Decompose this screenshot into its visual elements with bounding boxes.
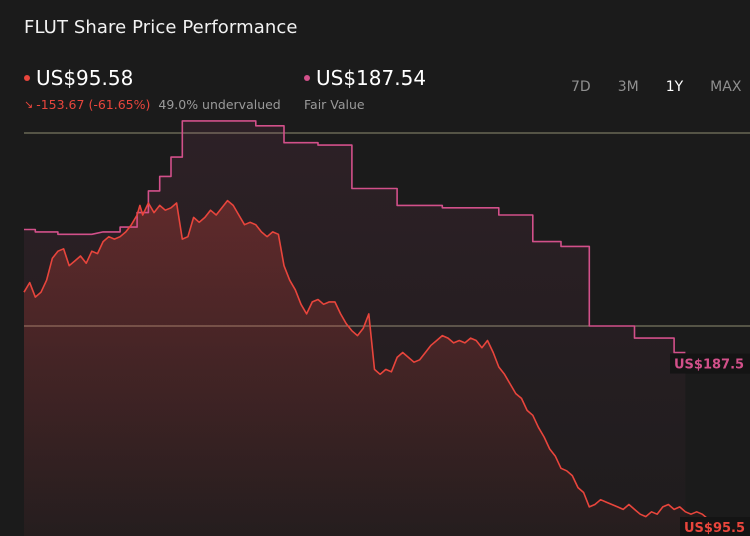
current-price-value: US$95.58 (36, 66, 134, 90)
time-range-tabs: 7D 3M 1Y MAX (571, 79, 750, 95)
fair-value-end-label-text: US$187.5 (674, 358, 744, 373)
tab-1y[interactable]: 1Y (665, 79, 684, 95)
price-area (24, 200, 708, 536)
price-line (23, 199, 709, 520)
fair-value-end-label-bg (670, 353, 750, 374)
fair-value-line (24, 120, 686, 354)
current-price-block: US$95.58 ↘ -153.67 (-61.65%) 49.0% under… (24, 66, 281, 112)
price-end-label-text: US$95.5 (684, 521, 745, 536)
tab-3m[interactable]: 3M (617, 79, 639, 95)
valuation-status: 49.0% undervalued (158, 97, 281, 112)
fair-value-end-label: US$187.5 (670, 353, 750, 374)
fair-value-value: US$187.54 (316, 66, 427, 90)
price-end-label-bg (680, 517, 750, 536)
price-dot-icon (24, 75, 30, 81)
fair-value-label: Fair Value (304, 97, 365, 112)
fair-value-dot-icon (304, 75, 310, 81)
price-change: -153.67 (-61.65%) (36, 97, 151, 112)
tab-max[interactable]: MAX (710, 79, 742, 95)
tab-7d[interactable]: 7D (571, 79, 591, 95)
down-arrow-icon: ↘ (24, 98, 34, 111)
fair-value-block: US$187.54 Fair Value (304, 66, 426, 112)
chart-title: FLUT Share Price Performance (24, 17, 298, 38)
price-end-label: US$95.5 (680, 517, 750, 536)
